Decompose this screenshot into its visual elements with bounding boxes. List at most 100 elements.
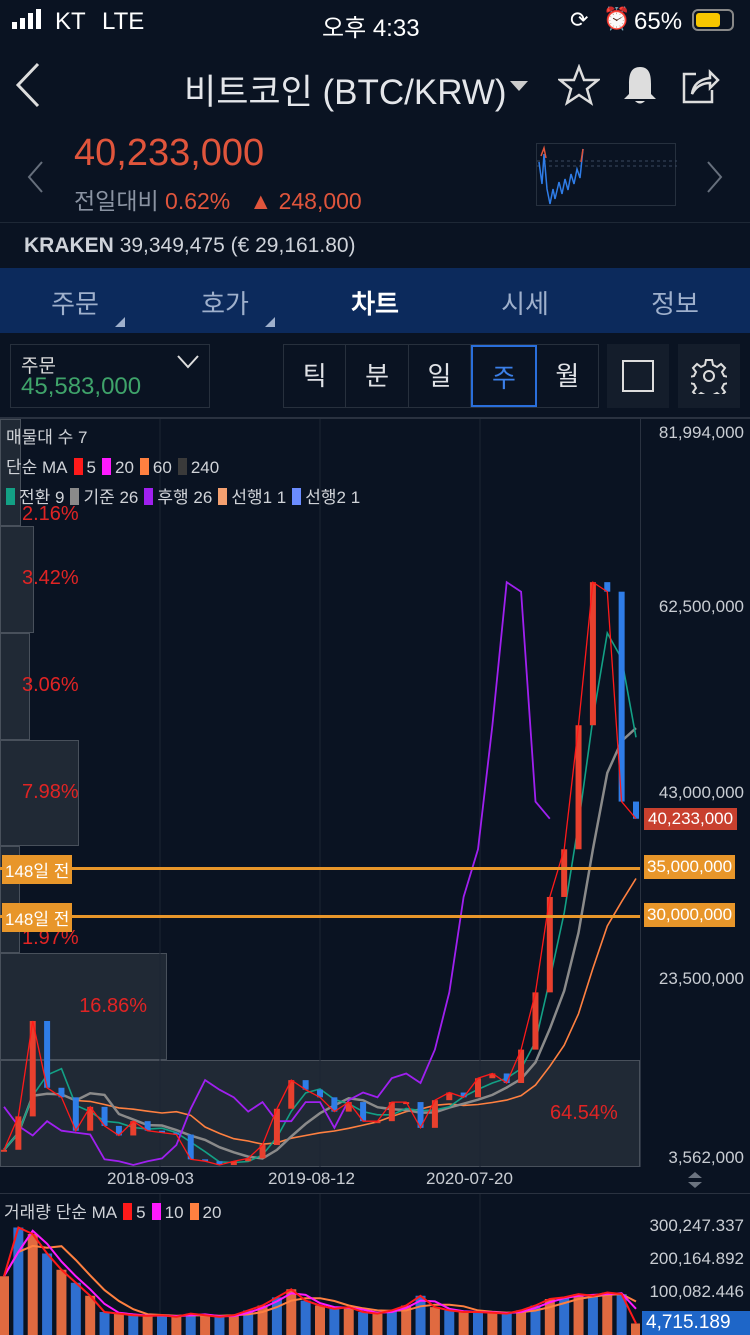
ma-label: 단순 MA bbox=[6, 458, 68, 477]
volume-bar bbox=[157, 1315, 167, 1335]
legend-value: 10 bbox=[165, 1203, 184, 1222]
x-axis: 2018-09-03 2019-08-12 2020-07-20 bbox=[0, 1165, 750, 1193]
tab-label: 주문 bbox=[51, 289, 99, 319]
price-chart[interactable]: 2.16%3.42%3.06%7.98%1.97%16.86%64.54% 81… bbox=[0, 417, 750, 1165]
volume-bar bbox=[186, 1314, 196, 1335]
legend-swatch bbox=[178, 458, 187, 475]
star-icon[interactable] bbox=[558, 64, 600, 111]
battery-percent: 65% bbox=[634, 8, 682, 36]
legend-value: 전환 9 bbox=[19, 488, 64, 507]
resize-handle-icon[interactable] bbox=[686, 1171, 704, 1194]
legend-value: 5 bbox=[87, 458, 96, 477]
legend-swatch bbox=[292, 488, 301, 505]
period-tick[interactable]: 틱 bbox=[284, 345, 346, 407]
tab-order[interactable]: 주문 bbox=[15, 284, 135, 321]
y-tick: 23,500,000 bbox=[659, 969, 744, 989]
legend-swatch bbox=[190, 1203, 199, 1220]
x-tick: 2019-08-12 bbox=[268, 1169, 355, 1189]
period-week[interactable]: 주 bbox=[471, 345, 536, 407]
gear-icon bbox=[691, 358, 727, 399]
tab-info[interactable]: 정보 bbox=[615, 284, 735, 321]
volume-tick: 300,247.337 bbox=[649, 1216, 744, 1236]
volume-bar bbox=[200, 1315, 210, 1335]
order-price-dropdown[interactable]: 주문 45,583,000 bbox=[10, 344, 210, 408]
volume-bar bbox=[42, 1254, 52, 1335]
legend-swatch bbox=[102, 458, 111, 475]
current-price-tag: 40,233,000 bbox=[644, 808, 737, 830]
period-day[interactable]: 일 bbox=[409, 345, 471, 407]
legend-swatch bbox=[144, 488, 153, 505]
legend-swatch bbox=[152, 1203, 161, 1220]
legend-value: 20 bbox=[203, 1203, 222, 1222]
tab-label: 호가 bbox=[201, 289, 249, 319]
share-icon[interactable] bbox=[680, 64, 720, 111]
corner-triangle-icon bbox=[265, 317, 275, 327]
axis-divider bbox=[640, 419, 641, 1167]
volume-bar bbox=[214, 1317, 224, 1335]
network: LTE bbox=[102, 8, 144, 36]
legend-value: 선행2 1 bbox=[305, 488, 360, 507]
legend-value: 5 bbox=[136, 1203, 145, 1222]
volume-bar bbox=[459, 1312, 469, 1335]
corner-triangle-icon bbox=[115, 317, 125, 327]
period-month[interactable]: 월 bbox=[537, 345, 598, 407]
prev-coin-icon[interactable] bbox=[26, 160, 46, 199]
dropdown-icon[interactable] bbox=[510, 80, 528, 98]
kraken-value: 39,349,475 (€ 29,161.80) bbox=[120, 234, 356, 257]
volume-bar bbox=[171, 1317, 181, 1335]
price-alert-line[interactable] bbox=[0, 867, 640, 870]
battery-icon bbox=[692, 9, 734, 31]
divider bbox=[0, 222, 750, 223]
volume-bar bbox=[56, 1270, 66, 1335]
volume-bar bbox=[430, 1307, 440, 1335]
back-icon[interactable] bbox=[14, 60, 42, 115]
legend-value: 20 bbox=[115, 458, 134, 477]
square-icon bbox=[622, 360, 654, 392]
change-percent: 0.62% bbox=[165, 188, 230, 214]
price-alert-line[interactable] bbox=[0, 915, 640, 918]
settings-button[interactable] bbox=[678, 344, 740, 408]
volume-bar bbox=[71, 1283, 81, 1335]
tab-chart[interactable]: 차트 bbox=[315, 284, 435, 321]
signal-icon bbox=[12, 8, 48, 36]
volume-bar bbox=[301, 1301, 311, 1335]
legend-value: 선행1 1 bbox=[231, 488, 286, 507]
bell-icon[interactable] bbox=[620, 64, 660, 111]
change-amount: ▲ 248,000 bbox=[249, 188, 361, 214]
tab-quotes[interactable]: 시세 bbox=[465, 284, 585, 321]
volume-bar bbox=[444, 1310, 454, 1335]
volume-bar bbox=[143, 1316, 153, 1335]
price-plot bbox=[0, 419, 640, 1167]
volume-bar bbox=[100, 1312, 110, 1335]
period-selector: 틱 분 일 주 월 bbox=[283, 344, 599, 408]
volume-tick: 100,082.446 bbox=[649, 1282, 744, 1302]
next-coin-icon[interactable] bbox=[704, 160, 724, 199]
volume-bar bbox=[358, 1312, 368, 1335]
legend-value: 60 bbox=[153, 458, 172, 477]
mini-chart[interactable] bbox=[536, 143, 676, 206]
tab-orderbook[interactable]: 호가 bbox=[165, 284, 285, 321]
layout-button[interactable] bbox=[607, 344, 669, 408]
page-title[interactable]: 비트코인 (BTC/KRW) bbox=[184, 64, 507, 115]
volume-tick: 200,164.892 bbox=[649, 1249, 744, 1269]
chevron-down-icon bbox=[177, 355, 199, 374]
kraken-label: KRAKEN bbox=[24, 234, 114, 257]
legend-swatch bbox=[70, 488, 79, 505]
y-tick: 43,000,000 bbox=[659, 783, 744, 803]
rotation-lock-icon: ⟳ bbox=[570, 7, 588, 33]
lagging-span-line bbox=[4, 582, 550, 1165]
legend-swatch bbox=[74, 458, 83, 475]
change-label: 전일대비 bbox=[74, 188, 159, 214]
order-value: 45,583,000 bbox=[21, 373, 141, 401]
volume-bar bbox=[0, 1276, 9, 1335]
volume-bar bbox=[128, 1315, 138, 1335]
volume-bar bbox=[329, 1309, 339, 1335]
period-minute[interactable]: 분 bbox=[346, 345, 408, 407]
tab-label: 시세 bbox=[501, 289, 549, 319]
y-tick: 81,994,000 bbox=[659, 423, 744, 443]
legend-value: 240 bbox=[191, 458, 219, 477]
carrier: KT bbox=[55, 8, 86, 36]
price-line-value: 30,000,000 bbox=[644, 903, 735, 927]
